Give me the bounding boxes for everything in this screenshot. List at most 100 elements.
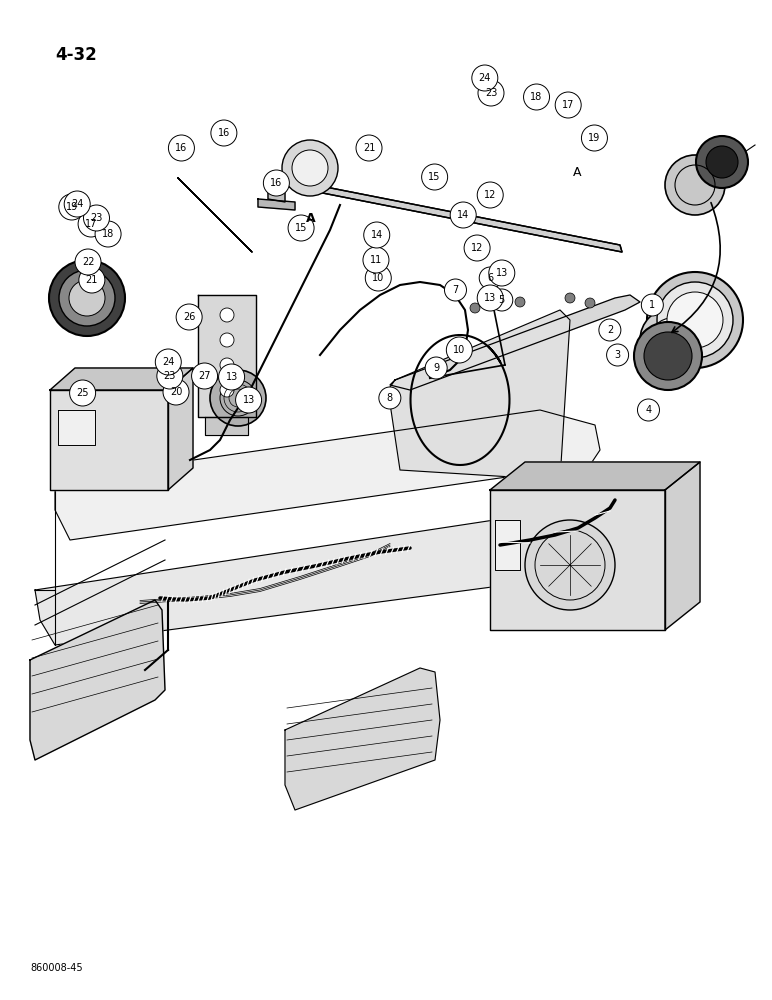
Text: 10: 10 — [453, 345, 466, 355]
Text: 17: 17 — [85, 219, 97, 229]
Circle shape — [364, 222, 390, 248]
Circle shape — [489, 260, 515, 286]
Circle shape — [49, 260, 125, 336]
Circle shape — [79, 267, 105, 293]
Circle shape — [696, 136, 748, 188]
Circle shape — [75, 249, 101, 275]
Polygon shape — [388, 310, 570, 480]
Circle shape — [478, 80, 504, 106]
Polygon shape — [198, 295, 256, 417]
Circle shape — [235, 387, 262, 413]
Circle shape — [220, 308, 234, 322]
Circle shape — [515, 297, 525, 307]
Circle shape — [191, 363, 218, 389]
Circle shape — [450, 202, 476, 228]
Text: 18: 18 — [102, 229, 114, 239]
Polygon shape — [665, 462, 700, 630]
Circle shape — [477, 182, 503, 208]
Text: 13: 13 — [242, 395, 255, 405]
Circle shape — [642, 294, 663, 316]
Text: 23: 23 — [90, 213, 103, 223]
Circle shape — [477, 285, 503, 311]
Text: 16: 16 — [270, 178, 283, 188]
Circle shape — [422, 164, 448, 190]
Polygon shape — [495, 520, 520, 570]
Text: 4: 4 — [645, 405, 652, 415]
Circle shape — [445, 279, 466, 301]
Circle shape — [479, 267, 501, 289]
Polygon shape — [178, 178, 252, 252]
Circle shape — [95, 221, 121, 247]
Text: 20: 20 — [170, 387, 182, 397]
Circle shape — [220, 333, 234, 347]
Polygon shape — [285, 668, 440, 810]
Circle shape — [446, 337, 472, 363]
Polygon shape — [258, 199, 295, 210]
Text: A: A — [573, 166, 582, 180]
Text: 24: 24 — [162, 357, 174, 367]
Circle shape — [211, 120, 237, 146]
Circle shape — [69, 380, 96, 406]
Circle shape — [155, 349, 181, 375]
Circle shape — [665, 155, 725, 215]
Circle shape — [218, 364, 245, 390]
Circle shape — [523, 84, 550, 110]
Circle shape — [555, 92, 581, 118]
Circle shape — [706, 146, 738, 178]
Polygon shape — [490, 462, 700, 490]
Circle shape — [363, 247, 389, 273]
Circle shape — [69, 280, 105, 316]
Circle shape — [220, 358, 234, 372]
Circle shape — [607, 344, 628, 366]
Text: 21: 21 — [86, 275, 98, 285]
Text: 17: 17 — [562, 100, 574, 110]
Circle shape — [288, 215, 314, 241]
Text: 11: 11 — [370, 255, 382, 265]
Polygon shape — [58, 410, 95, 445]
Text: 12: 12 — [484, 190, 496, 200]
Circle shape — [644, 332, 692, 380]
Text: 19: 19 — [588, 133, 601, 143]
Circle shape — [634, 322, 702, 390]
Text: 26: 26 — [183, 312, 195, 322]
Circle shape — [638, 399, 659, 421]
Text: 23: 23 — [164, 371, 176, 381]
Circle shape — [157, 363, 183, 389]
Circle shape — [599, 319, 621, 341]
Text: 2: 2 — [607, 325, 613, 335]
Text: 14: 14 — [371, 230, 383, 240]
Text: 15: 15 — [295, 223, 307, 233]
Polygon shape — [280, 178, 622, 252]
Polygon shape — [50, 368, 193, 390]
Text: 16: 16 — [218, 128, 230, 138]
Text: 21: 21 — [363, 143, 375, 153]
Circle shape — [647, 272, 743, 368]
Text: 7: 7 — [452, 285, 459, 295]
Polygon shape — [55, 410, 600, 540]
Text: 24: 24 — [479, 73, 491, 83]
Circle shape — [282, 140, 338, 196]
Circle shape — [78, 211, 104, 237]
Circle shape — [176, 304, 202, 330]
Text: 10: 10 — [372, 273, 384, 283]
Text: 3: 3 — [615, 350, 621, 360]
Circle shape — [356, 135, 382, 161]
Text: 8: 8 — [387, 393, 393, 403]
Text: 18: 18 — [530, 92, 543, 102]
Polygon shape — [490, 490, 665, 630]
Text: 14: 14 — [457, 210, 469, 220]
Text: 25: 25 — [76, 388, 89, 398]
Text: 16: 16 — [175, 143, 188, 153]
Circle shape — [59, 194, 85, 220]
Circle shape — [59, 270, 115, 326]
Circle shape — [650, 318, 694, 362]
Circle shape — [657, 282, 733, 358]
Text: 22: 22 — [82, 257, 94, 267]
Circle shape — [581, 125, 608, 151]
Circle shape — [464, 235, 490, 261]
Circle shape — [470, 303, 480, 313]
Text: 13: 13 — [484, 293, 496, 303]
Text: 15: 15 — [428, 172, 441, 182]
Circle shape — [491, 289, 513, 311]
Text: 5: 5 — [499, 295, 505, 305]
